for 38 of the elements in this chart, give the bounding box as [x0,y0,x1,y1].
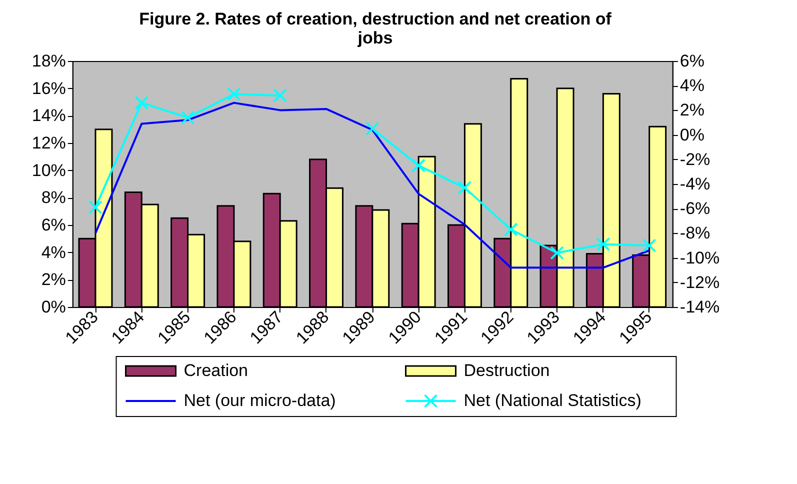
y-tick-label: 14% [32,106,66,126]
y2-tick-label: 0% [680,125,704,144]
point [504,222,518,236]
y2-tick-label: 4% [680,76,704,96]
y2-tick-label: -2% [680,150,710,169]
y-tick-label: 0% [41,298,66,316]
y2-tick-label: -12% [680,272,720,292]
point [227,87,241,102]
y-tick-label: 4% [41,242,66,262]
point [412,158,426,172]
y2-tick-label: -4% [680,174,710,194]
y-tick-label: 12% [32,134,66,152]
y2-tick-label: 2% [680,100,704,120]
y-tick-label: 2% [41,270,66,290]
y2-tick-label: -14% [680,298,720,316]
legend-label: Creation [184,361,248,380]
point [273,88,288,102]
y-tick-label: 16% [32,78,66,98]
chart-title: Figure 2. Rates of creation, destruction and net creation of jobs [139,10,612,48]
legend-label: Destruction [464,361,550,380]
point [134,96,149,110]
y-tick-label: 18% [32,52,66,70]
legend-label: Net (our micro-data) [184,391,336,410]
point [365,122,380,136]
y-tick-label: 10% [32,160,66,180]
point [458,180,472,195]
point [550,246,564,260]
y2-tick-label: -10% [680,248,720,268]
point [180,110,195,124]
y2-tick-label: -8% [680,224,710,243]
y-tick-label: 8% [41,188,66,208]
y-tick-label: 6% [41,216,66,234]
point [642,238,656,252]
legend-label: Net (National Statistics) [464,391,642,410]
point [88,200,102,214]
point [596,237,610,252]
y2-tick-label: 6% [680,52,704,70]
y2-tick-label: -6% [680,199,710,218]
